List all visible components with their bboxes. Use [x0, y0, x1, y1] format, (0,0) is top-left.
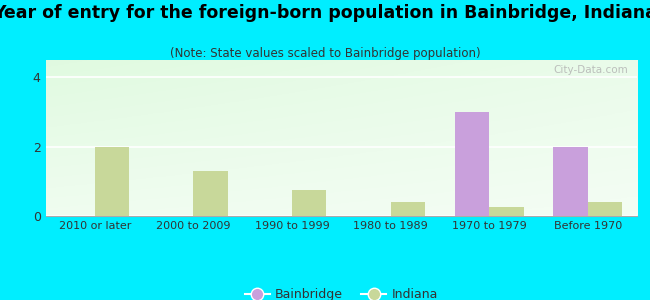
Text: Year of entry for the foreign-born population in Bainbridge, Indiana: Year of entry for the foreign-born popul…	[0, 4, 650, 22]
Bar	[454, 112, 489, 216]
Bar	[588, 202, 622, 216]
Bar	[553, 147, 588, 216]
Bar	[95, 147, 129, 216]
Text: (Note: State values scaled to Bainbridge population): (Note: State values scaled to Bainbridge…	[170, 46, 480, 59]
Bar	[489, 207, 524, 216]
Bar	[194, 171, 228, 216]
Bar	[391, 202, 425, 216]
Legend: Bainbridge, Indiana: Bainbridge, Indiana	[240, 284, 443, 300]
Text: City-Data.com: City-Data.com	[553, 65, 628, 75]
Bar	[292, 190, 326, 216]
